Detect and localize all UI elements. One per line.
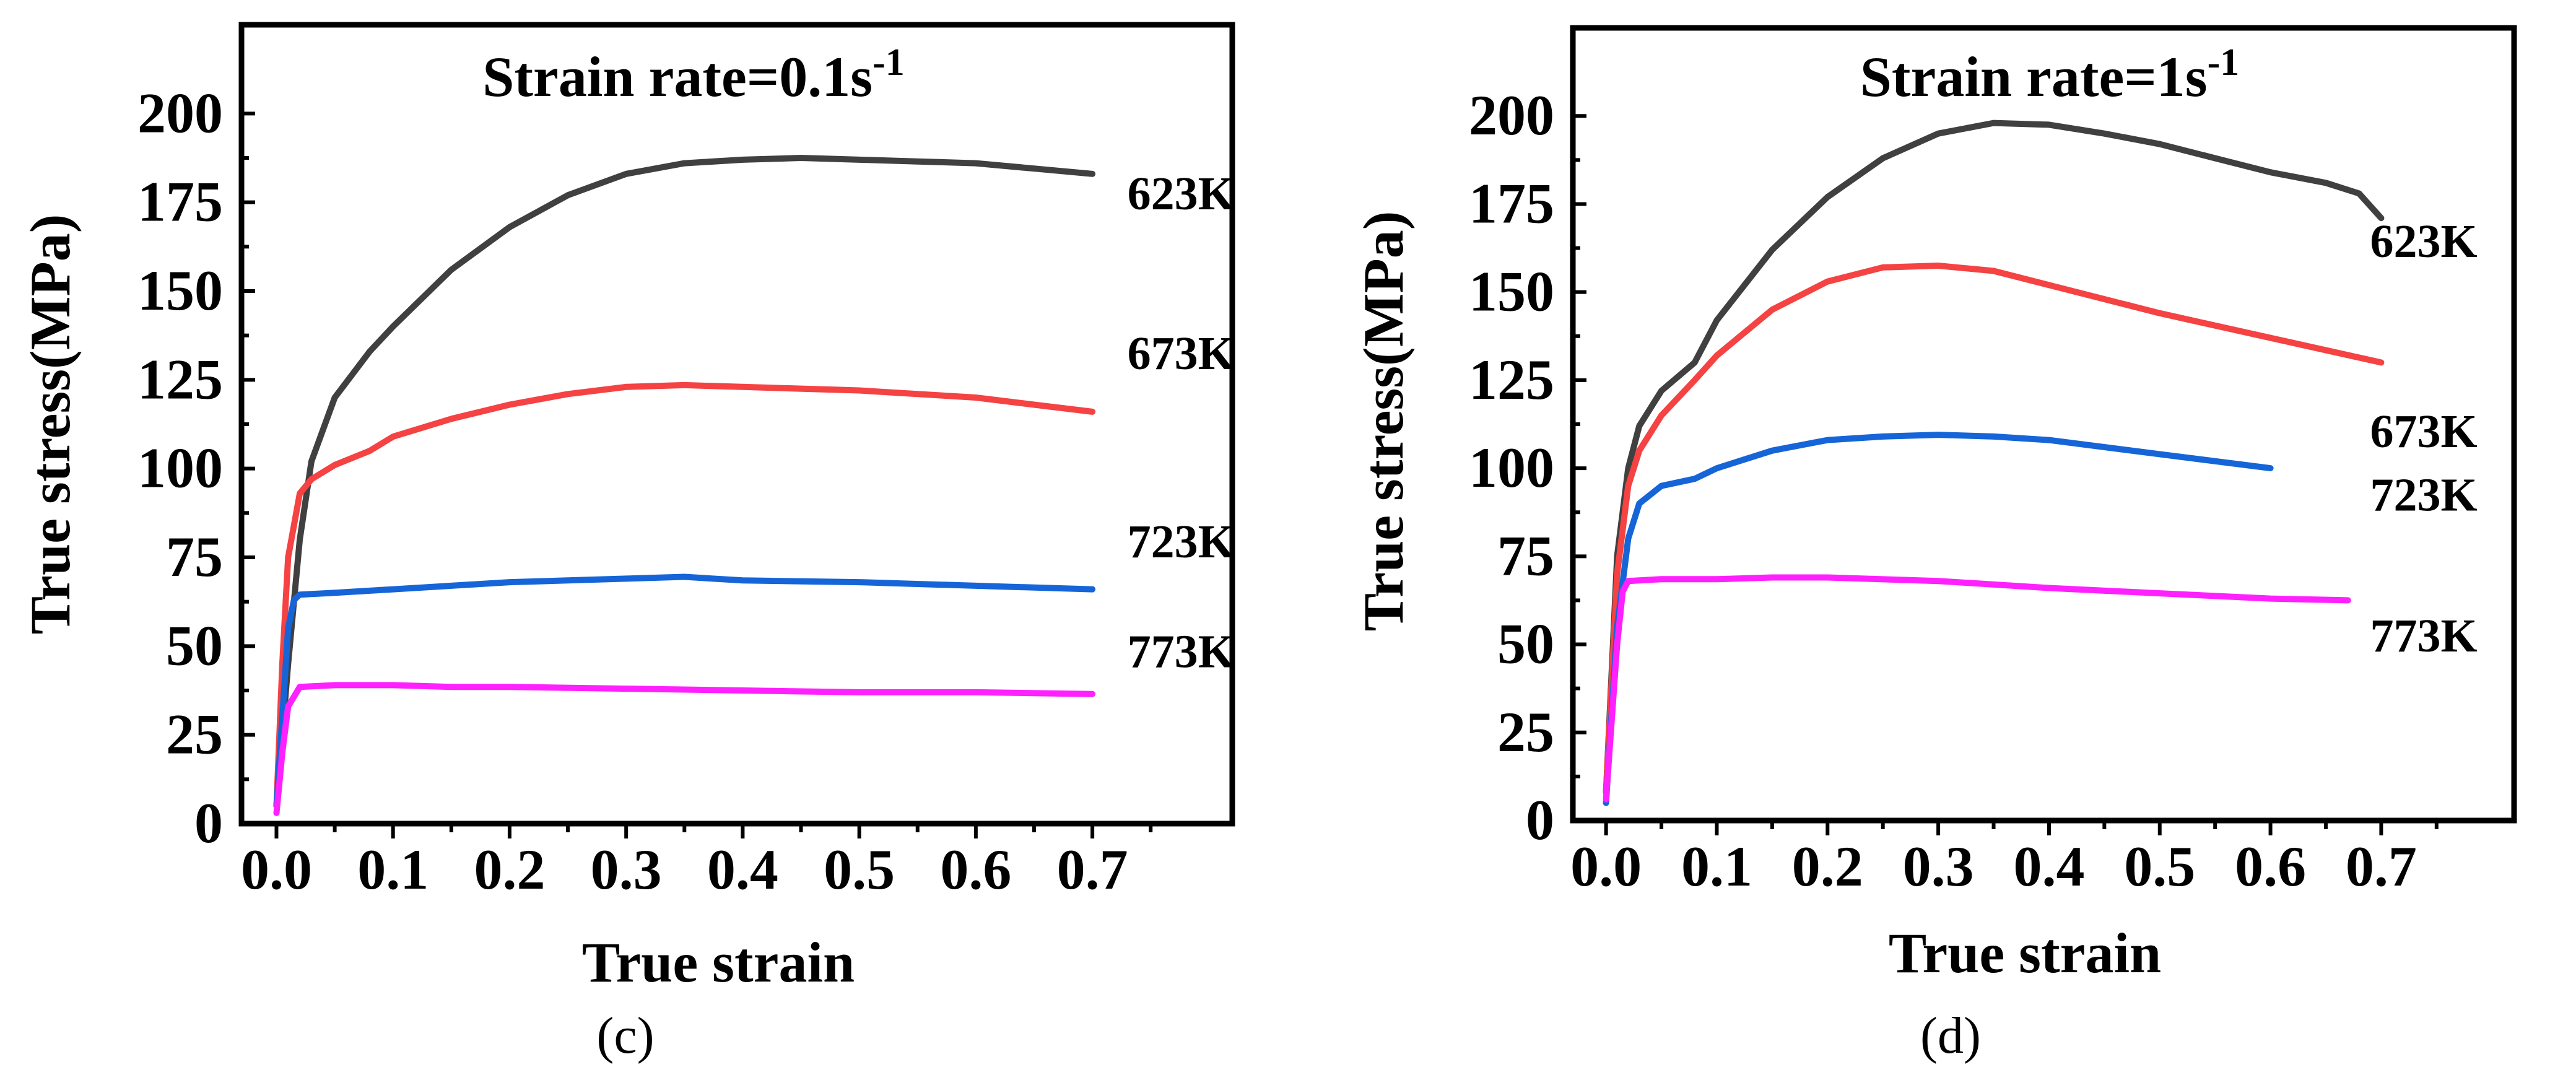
y-tick-label-d: 75: [1497, 524, 1554, 587]
x-tick-label-d: 0.5: [2124, 835, 2195, 898]
y-tick-label-d: 50: [1497, 612, 1554, 676]
series-label-723K-c: 723K: [1128, 516, 1235, 568]
x-tick-label-d: 0.6: [2235, 835, 2306, 898]
tick-marks-d: [1573, 114, 2439, 835]
y-tick-label-c: 125: [137, 347, 223, 411]
panel-caption-d: (d): [1920, 1007, 1981, 1065]
y-tick-label-c: 0: [194, 791, 223, 855]
series-line-623K-c: [273, 155, 1096, 809]
series-line-623K-d: [1603, 120, 2385, 796]
y-tick-label-d: 25: [1497, 700, 1554, 764]
x-tick-label-d: 0.2: [1792, 835, 1863, 898]
x-axis-title-c: True strain: [582, 931, 855, 994]
y-tick-label-c: 175: [137, 170, 223, 233]
x-tick-label-d: 0.1: [1681, 835, 1752, 898]
y-tick-label-d: 200: [1469, 84, 1554, 147]
y-tick-label-d: 0: [1526, 788, 1554, 851]
plot-frame-c: [238, 22, 1235, 827]
tick-marks-c: [242, 111, 1153, 838]
series-line-673K-c: [273, 381, 1096, 809]
y-tick-label-d: 125: [1469, 348, 1554, 411]
x-tick-label-c: 0.1: [357, 838, 429, 901]
series-label-623K-c: 623K: [1128, 168, 1235, 220]
curves-d: [1603, 120, 2385, 806]
y-tick-label-c: 25: [166, 703, 223, 766]
y-tick-label-c: 150: [137, 259, 223, 322]
series-label-673K-d: 673K: [2370, 406, 2478, 458]
chart-title-d: Strain rate=1s-1: [1860, 41, 2240, 108]
labels-c: 0 25 50 75 100 125 150 175 200 0.0 0.1 0.2 0.3 0.4 0.5…: [137, 81, 1235, 901]
y-tick-label-d: 100: [1469, 436, 1554, 499]
x-tick-label-c: 0.7: [1057, 838, 1128, 901]
y-tick-label-c: 50: [166, 614, 223, 677]
panel-caption-c: (c): [596, 1007, 654, 1065]
series-line-723K-c: [273, 573, 1096, 809]
x-tick-label-c: 0.5: [824, 838, 895, 901]
x-tick-label-c: 0.4: [707, 838, 778, 901]
chart-panel-d: 0 25 50 75 100 125 150 175 200 0.0 0.1 0.2 0.3 0.4 0.5…: [1352, 25, 2517, 1065]
x-tick-label-d: 0.3: [1903, 835, 1974, 898]
series-label-673K-c: 673K: [1128, 328, 1235, 380]
x-tick-label-d: 0.0: [1570, 835, 1642, 898]
x-axis-title-d: True strain: [1889, 921, 2161, 985]
x-tick-label-c: 0.3: [591, 838, 662, 901]
chart-panel-c: 0 25 50 75 100 125 150 175 200 0.0 0.1 0.2 0.3 0.4 0.5…: [19, 22, 1235, 1065]
y-axis-title-c: True stress(MPa): [19, 214, 82, 635]
series-line-673K-d: [1603, 263, 2385, 796]
series-label-773K-c: 773K: [1128, 626, 1235, 678]
series-label-623K-d: 623K: [2370, 216, 2478, 268]
series-line-773K-d: [1603, 574, 2351, 803]
series-line-723K-d: [1603, 432, 2274, 806]
y-tick-label-d: 150: [1469, 260, 1554, 323]
x-tick-label-c: 0.6: [940, 838, 1011, 901]
y-tick-label-c: 200: [137, 81, 223, 144]
series-label-773K-d: 773K: [2370, 610, 2478, 662]
chart-title-c: Strain rate=0.1s-1: [482, 41, 905, 108]
y-tick-label-c: 100: [137, 437, 223, 500]
series-label-723K-d: 723K: [2370, 469, 2478, 521]
y-tick-label-c: 75: [166, 525, 223, 588]
x-tick-label-c: 0.2: [474, 838, 545, 901]
series-line-773K-c: [273, 682, 1096, 816]
x-tick-label-d: 0.7: [2346, 835, 2417, 898]
x-tick-label-d: 0.4: [2013, 835, 2084, 898]
x-tick-label-c: 0.0: [241, 838, 312, 901]
y-axis-title-d: True stress(MPa): [1352, 211, 1415, 632]
y-tick-label-d: 175: [1469, 172, 1554, 235]
labels-d: 0 25 50 75 100 125 150 175 200 0.0 0.1 0.2 0.3 0.4 0.5…: [1469, 84, 2478, 898]
curves-c: [273, 155, 1096, 816]
